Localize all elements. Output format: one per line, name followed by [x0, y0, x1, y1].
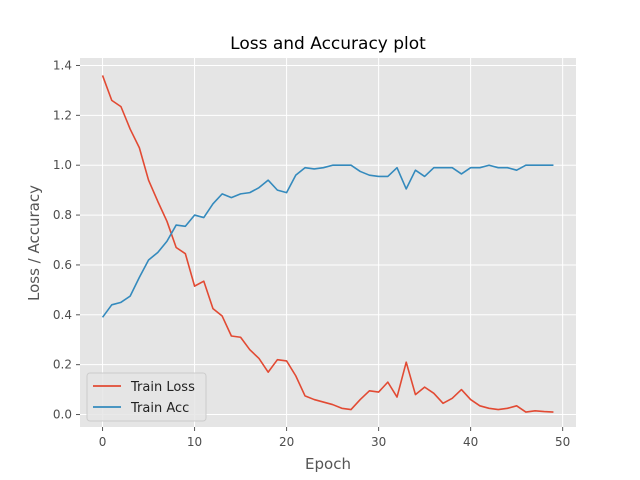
x-tick-label: 40: [463, 435, 478, 449]
x-axis-label: Epoch: [305, 455, 351, 473]
x-tick-label: 0: [99, 435, 107, 449]
legend-label-train-loss: Train Loss: [130, 380, 195, 395]
x-tick-label: 20: [279, 435, 294, 449]
series-lines: [101, 75, 554, 413]
plot-area: [80, 58, 576, 427]
y-tick-label: 0.4: [53, 308, 72, 322]
series-line-train-acc: [101, 164, 554, 318]
y-axis: 0.0 0.2 0.4 0.6 0.8 1.0 1.2 1.4: [53, 58, 80, 422]
legend: Train Loss Train Acc: [86, 372, 207, 422]
y-tick-label: 0.0: [53, 408, 72, 422]
grid-lines: [80, 58, 576, 427]
y-tick-label: 0.6: [53, 258, 72, 272]
series-line-train-loss: [101, 75, 554, 413]
y-tick-label: 1.0: [53, 158, 72, 172]
y-tick-label: 0.8: [53, 208, 72, 222]
y-tick-label: 1.2: [53, 108, 72, 122]
y-tick-label: 1.4: [53, 58, 72, 72]
y-tick-label: 0.2: [53, 358, 72, 372]
x-tick-label: 50: [555, 435, 570, 449]
x-tick-label: 30: [371, 435, 386, 449]
chart-title: Loss and Accuracy plot: [230, 34, 426, 54]
y-axis-label: Loss / Accuracy: [25, 185, 43, 301]
x-axis: 0 10 20 30 40 50: [99, 427, 570, 449]
legend-label-train-acc: Train Acc: [130, 401, 189, 416]
legend-frame: [86, 372, 207, 422]
x-tick-label: 10: [187, 435, 202, 449]
